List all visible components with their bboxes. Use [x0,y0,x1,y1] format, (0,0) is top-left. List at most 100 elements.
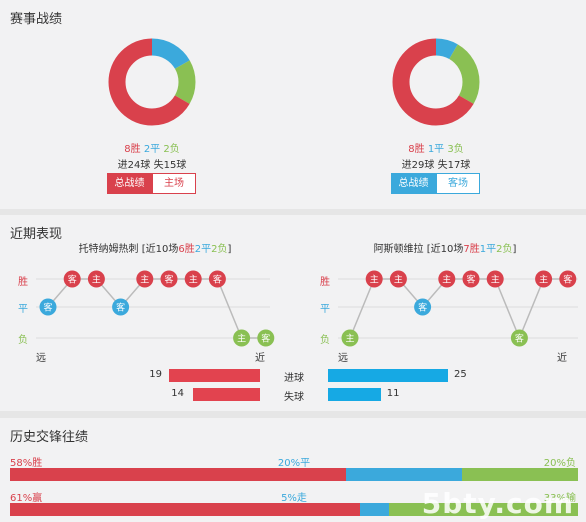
right-form-point-circle [462,270,480,288]
head-to-head-section: 历史交锋往绩 58%胜 20%平 20%负 61%赢 5%走 33%输 5bty… [0,418,586,522]
right-row-label-loss: 负 [320,335,330,346]
left-form-point: 客 [257,329,275,347]
left-form-point-circle [208,270,226,288]
left-form-point-circle [136,270,154,288]
right-goals-conceded: 失17球 [437,160,471,171]
right-form-point: 客 [414,298,432,316]
section-title-h2h: 历史交锋往绩 [10,430,89,445]
right-form-point: 主 [341,329,359,347]
left-form-point: 客 [112,298,130,316]
recent-form-chart: 客客 主客主客主客主客主主 主客主客主客主客 [36,270,578,347]
left-conceded-value: 14 [171,388,184,399]
right-team-name: 阿斯顿维拉 [373,244,424,255]
right-form-point: 客 [559,270,577,288]
scored-label: 进球 [284,373,304,384]
left-loss-count: 2负 [163,144,180,155]
left-form-point-venue: 客 [164,274,173,286]
left-goals-conceded: 失15球 [153,160,187,171]
left-form-point-circle [160,270,178,288]
left-form-point: 主 [136,270,154,288]
right-form-point-circle [510,329,528,347]
right-donut-slice-win [392,38,480,126]
right-form-point-venue: 主 [345,333,354,345]
right-donut-slice-loss [392,38,480,126]
left-draw-count: 2平 [143,144,161,155]
watermark-logo: 5bty.com [421,487,574,520]
left-form-point: 客 [39,298,57,316]
right-form-draw: 1平 [479,244,497,255]
right-goals-scored: 进29球 [401,160,435,171]
left-form-point-venue: 客 [68,274,77,286]
left-team-name: 托特纳姆热刺 [78,244,139,255]
h2h-loss-label: 20%负 [543,458,576,469]
left-goal-summary: 进24球 失15球 [92,156,212,171]
left-form-point-circle [233,329,251,347]
right-conceded-bar [328,388,381,401]
left-form-point-venue: 主 [237,333,246,345]
right-draw-count: 1平 [427,144,445,155]
right-overall-button[interactable]: 总战绩 [391,173,436,194]
right-form-point: 主 [438,270,456,288]
right-form-point-circle [486,270,504,288]
h2h-row2-segment-win [10,503,360,516]
right-row-label-win: 胜 [320,277,330,288]
right-form-point: 客 [462,270,480,288]
right-conceded-value: 11 [386,388,400,399]
left-form-point-circle [39,298,57,316]
right-win-count: 8胜 [408,144,425,155]
left-form-point: 主 [233,329,251,347]
left-form-point: 主 [87,270,105,288]
h2h-row1-segment-loss [462,468,578,481]
h2h-row1-segment-draw [346,468,463,481]
section-title-record: 赛事战绩 [10,12,63,27]
right-scored-bar [328,369,448,382]
right-form-point-circle [414,298,432,316]
right-form-point: 主 [486,270,504,288]
left-form-draw: 2平 [194,244,212,255]
h2h-row2-segment-loss [388,503,578,516]
right-form-point-venue: 客 [466,274,475,286]
left-form-point-circle [63,270,81,288]
left-form-loss: 2负 [211,244,228,255]
h2h-row1-segment-win [10,468,347,481]
right-form-point-circle [559,270,577,288]
left-form-point-venue: 客 [116,302,125,314]
left-form-point: 客 [63,270,81,288]
right-form-point-circle [438,270,456,288]
left-form-point: 客 [208,270,226,288]
right-away-button[interactable]: 客场 [436,173,480,194]
section-title-form: 近期表现 [10,227,63,242]
left-record-donut [108,38,196,126]
left-row-label-win: 胜 [18,277,28,288]
right-row-label-draw: 平 [320,304,330,315]
left-row-label-loss: 负 [18,335,28,346]
right-form-loss: 2负 [496,244,513,255]
right-form-point-venue: 主 [370,274,379,286]
right-form-point-circle [365,270,383,288]
right-form-point-venue: 主 [539,274,548,286]
left-form-point-venue: 客 [261,333,270,345]
left-form-point: 客 [160,270,178,288]
right-form-point-venue: 客 [563,274,572,286]
right-form-prefix: [近10场 [426,244,464,255]
right-loss-count: 3负 [447,144,464,155]
left-home-button[interactable]: 主场 [152,173,196,194]
right-scored-value: 25 [454,369,467,380]
left-form-point-venue: 客 [213,274,222,286]
left-win-count: 8胜 [124,144,141,155]
right-axis-far: 远 [338,353,348,364]
right-form-point-venue: 主 [394,274,403,286]
right-form-point-circle [389,270,407,288]
left-overall-button[interactable]: 总战绩 [107,173,152,194]
right-form-line [349,278,568,340]
right-form-point: 主 [535,270,553,288]
left-form-point: 主 [184,270,202,288]
left-goals-scored: 进24球 [117,160,151,171]
h2h-handicap-win-label: 61%赢 [10,493,43,504]
left-form-point-venue: 主 [140,274,149,286]
conceded-label: 失球 [284,392,304,403]
right-form-point-venue: 主 [442,274,451,286]
left-form-line [47,278,266,339]
right-form-point: 主 [389,270,407,288]
right-goal-summary: 进29球 失17球 [376,156,496,171]
